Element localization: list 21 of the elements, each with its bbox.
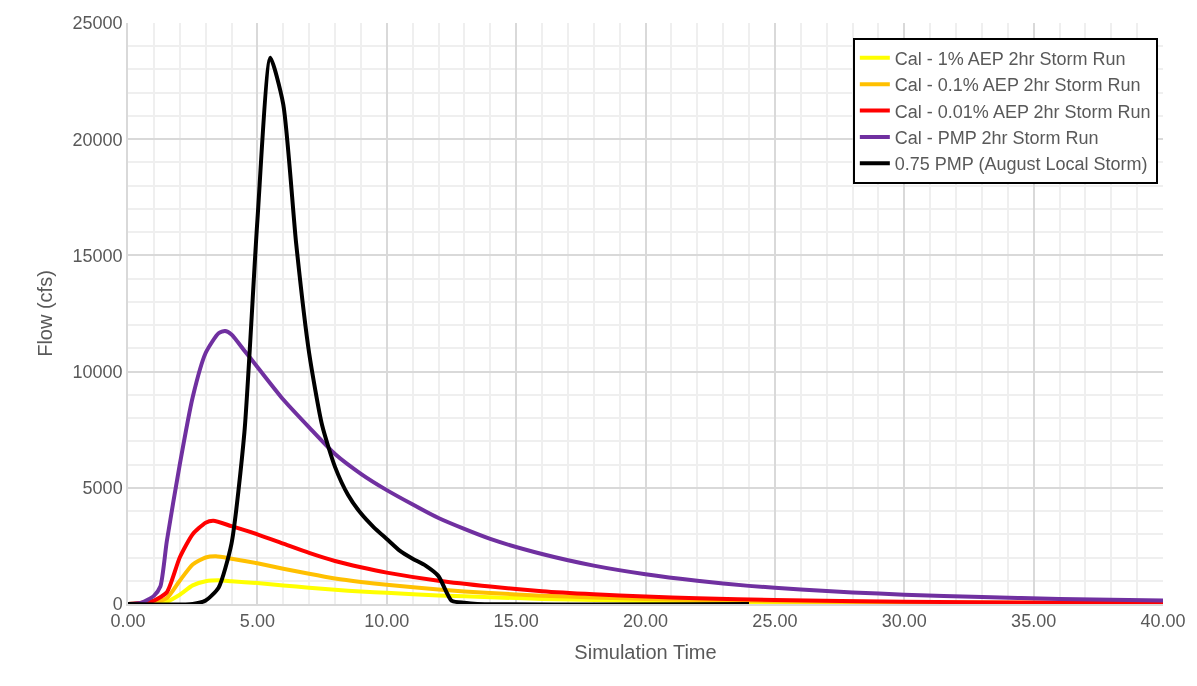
x-tick-label: 35.00 [1011,611,1057,632]
legend-label: 0.75 PMP (August Local Storm) [894,154,1148,175]
x-tick-label: 5.00 [239,611,275,632]
line-series [128,55,751,604]
legend-label: Cal - 1% AEP 2hr Storm Run [894,48,1126,69]
y-tick-label: 5000 [82,478,123,499]
y-tick-label: 10000 [72,361,123,382]
legend-label: Cal - PMP 2hr Storm Run [894,127,1099,148]
y-tick-label: 25000 [72,13,123,34]
x-tick-label: 25.00 [752,611,798,632]
x-tick-label: 15.00 [493,611,539,632]
legend-label: Cal - 0.1% AEP 2hr Storm Run [894,75,1141,96]
x-tick-label: 30.00 [881,611,927,632]
y-tick-label: 20000 [72,129,123,150]
legend-label: Cal - 0.01% AEP 2hr Storm Run [894,101,1151,122]
x-axis-title: Simulation Time [574,641,717,664]
x-tick-label: 20.00 [622,611,669,632]
x-tick-label: 40.00 [1140,611,1186,632]
y-tick-label: 15000 [72,245,123,266]
x-tick-label: 10.00 [364,611,410,632]
y-axis-title: Flow (cfs) [33,270,56,357]
